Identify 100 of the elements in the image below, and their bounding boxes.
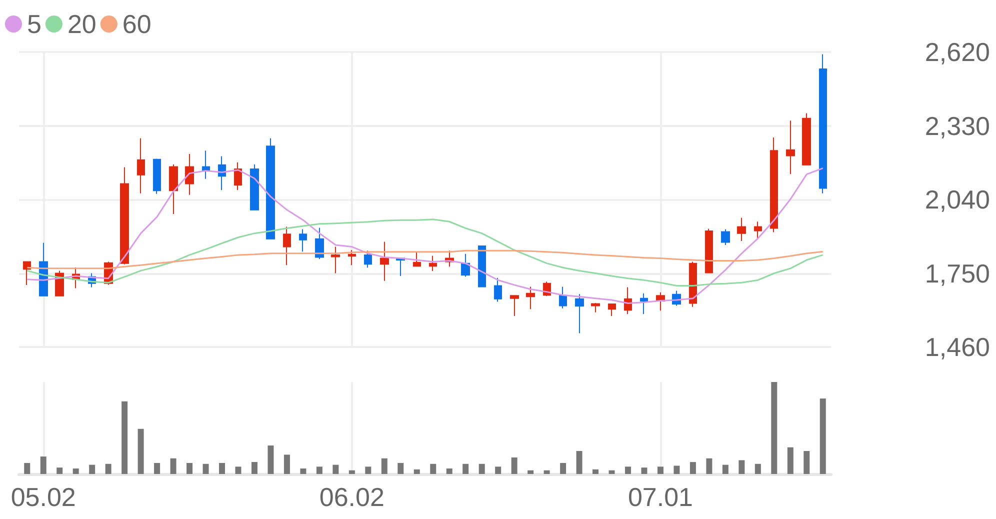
bar — [414, 469, 420, 474]
bar — [592, 469, 599, 474]
legend-label: 20 — [67, 9, 96, 39]
bar — [674, 466, 680, 474]
bar — [560, 462, 566, 474]
candlestick — [802, 112, 811, 166]
bar — [154, 462, 160, 474]
bar — [495, 466, 502, 474]
y-tick-label: 1,460 — [924, 332, 990, 362]
bar — [300, 468, 306, 474]
bar — [72, 468, 79, 474]
candlestick — [348, 250, 356, 266]
x-tick-label: 07.01 — [628, 482, 694, 512]
candlestick — [478, 245, 486, 288]
candlestick — [559, 286, 567, 309]
bar — [608, 470, 615, 474]
candlestick — [510, 295, 519, 316]
candlestick — [169, 164, 178, 214]
bar — [576, 451, 582, 474]
x-tick-label: 06.02 — [319, 482, 384, 512]
bar — [511, 457, 518, 474]
bar — [24, 462, 30, 474]
legend-label: 60 — [122, 9, 152, 39]
bar — [804, 451, 810, 474]
candlestick — [364, 250, 372, 268]
y-tick-label: 2,330 — [924, 110, 990, 141]
candlestick — [770, 136, 778, 233]
bar — [754, 464, 761, 474]
bar — [235, 466, 242, 474]
candlestick — [266, 138, 275, 240]
candlestick — [153, 158, 161, 194]
candlestick — [137, 138, 145, 194]
candlestick — [413, 251, 421, 267]
line-series — [26, 250, 824, 270]
bar — [690, 462, 696, 474]
bar — [89, 464, 96, 474]
candlestick — [461, 253, 470, 278]
bar — [544, 470, 550, 474]
bar — [722, 464, 728, 474]
bar — [138, 428, 144, 474]
bar — [820, 398, 826, 474]
line-series — [26, 218, 824, 286]
bar — [398, 462, 404, 474]
candlestick — [55, 270, 64, 296]
candlestick — [786, 120, 795, 175]
bar — [268, 445, 274, 474]
bar — [462, 464, 469, 474]
bar — [478, 464, 485, 474]
bar — [528, 470, 534, 474]
candlestick — [331, 246, 340, 274]
bar — [251, 462, 258, 474]
bar — [186, 462, 193, 474]
bar — [625, 466, 631, 474]
y-tick-label: 2,040 — [924, 184, 990, 214]
bar — [641, 468, 648, 474]
candlestick — [575, 294, 584, 334]
candlestick — [250, 164, 259, 210]
x-tick-label: 05.02 — [10, 482, 76, 512]
bar — [771, 382, 778, 474]
bar — [170, 458, 176, 474]
bar — [332, 464, 339, 474]
bar — [122, 401, 128, 474]
bar — [657, 466, 664, 474]
bar — [365, 466, 372, 474]
candlestick — [494, 277, 502, 302]
y-tick-label: 2,620 — [924, 37, 990, 67]
candlestick — [202, 150, 210, 180]
bar — [348, 470, 355, 474]
candlestick — [234, 162, 242, 191]
candlestick — [608, 304, 616, 316]
y-tick-label: 1,750 — [924, 258, 990, 288]
bar — [219, 462, 225, 474]
bar — [202, 464, 209, 474]
bar — [446, 468, 452, 474]
candlestick — [185, 153, 194, 196]
candlestick — [819, 54, 827, 194]
candlestick — [526, 286, 535, 310]
candlestick — [429, 255, 437, 272]
candlestick — [120, 166, 129, 265]
candlestick — [299, 228, 307, 252]
candlestick — [380, 241, 389, 282]
bar — [284, 454, 290, 474]
bar — [738, 460, 745, 474]
candlestick — [591, 302, 600, 313]
bar — [706, 458, 712, 474]
bar — [381, 458, 388, 474]
candlestick — [705, 228, 713, 274]
bar — [56, 468, 63, 474]
candlestick — [315, 227, 324, 260]
bar — [430, 464, 436, 474]
candlestick — [283, 226, 291, 266]
candlestick — [721, 228, 730, 246]
bar — [316, 466, 322, 474]
bar — [787, 447, 794, 474]
bar — [105, 464, 112, 474]
line-series — [26, 167, 824, 304]
candlestick — [737, 217, 746, 242]
bar — [40, 456, 46, 474]
legend-label: 5 — [27, 9, 42, 39]
candlestick — [689, 261, 697, 308]
